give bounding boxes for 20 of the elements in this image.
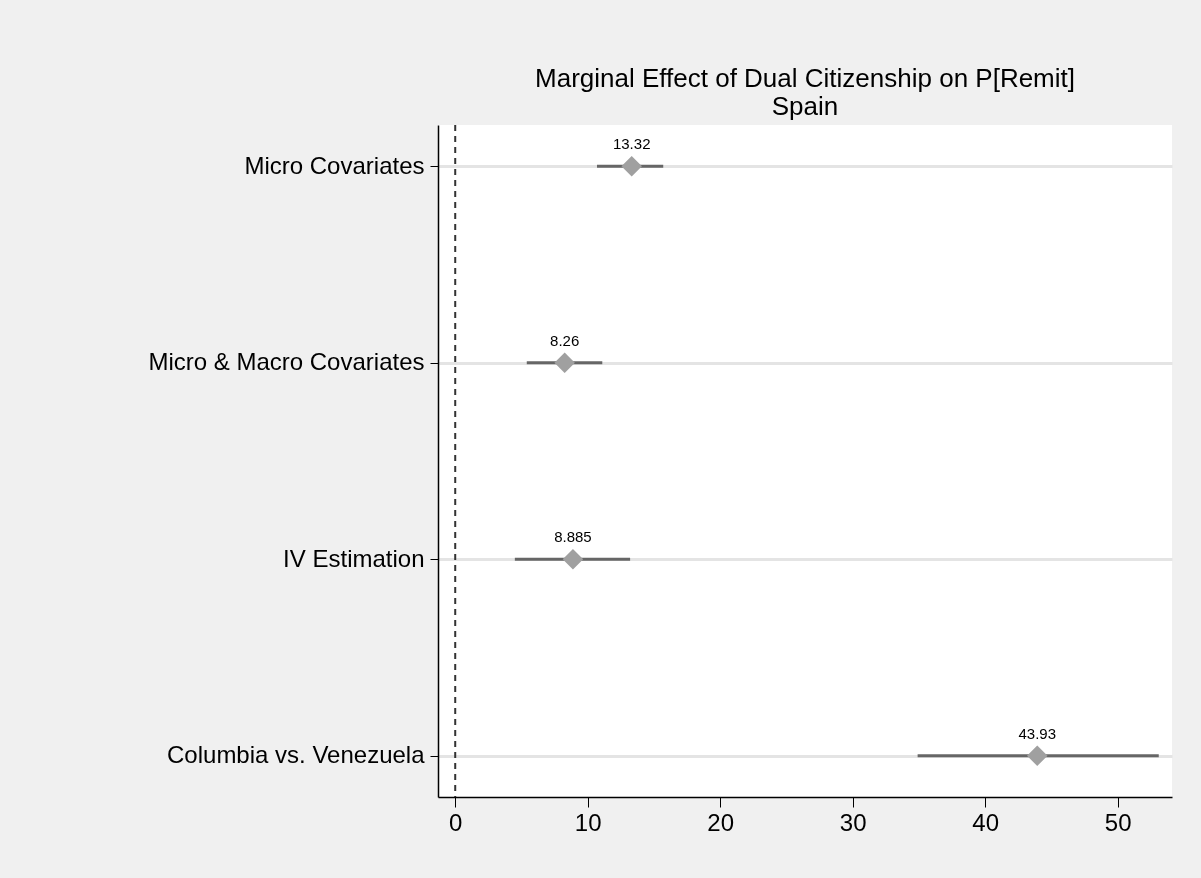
data-label: 8.885 [554, 528, 592, 546]
chart-subtitle: Spain [771, 91, 839, 121]
data-label: 43.93 [1018, 724, 1057, 742]
data-label: 8.26 [550, 331, 580, 349]
point [621, 156, 642, 177]
data-label: 13.32 [612, 135, 651, 153]
x-tick-label: 0 [449, 808, 463, 836]
y-tick-label: Micro & Macro Covariates [148, 348, 425, 376]
x-tick-label: 10 [574, 808, 602, 836]
y-tick-label: Columbia vs. Venezuela [167, 741, 426, 769]
point [562, 549, 584, 570]
y-tick-label: IV Estimation [283, 544, 425, 572]
chart-title: Marginal Effect of Dual Citizenship on P[Remit] [535, 63, 1075, 93]
x-tick-label: 50 [1104, 808, 1132, 836]
x-tick-label: 20 [707, 808, 735, 836]
y-tick-label: Micro Covariates [244, 151, 425, 179]
x-tick-label: 40 [972, 808, 1000, 836]
x-tick-label: 30 [839, 808, 867, 836]
point [554, 352, 575, 373]
point [1027, 745, 1048, 766]
